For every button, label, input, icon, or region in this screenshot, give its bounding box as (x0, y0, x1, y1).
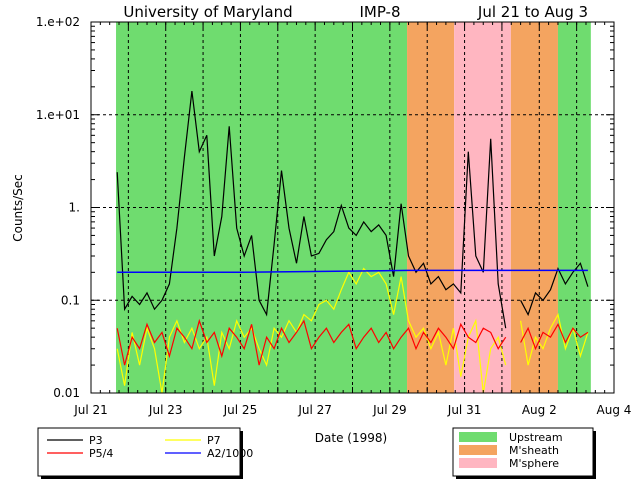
series-line-p7 (116, 267, 507, 394)
y-tick-label: 1.e+02 (36, 15, 80, 29)
series-line-p3 (520, 262, 589, 317)
y-tick-labels: 1.e+02 1.e+01 1. 0.1 0.01 (36, 15, 80, 400)
x-tick-label: Jul 25 (223, 403, 258, 417)
series-legend: P3 P7 P5/4 A2/1000 (37, 427, 253, 479)
x-tick-label: Jul 31 (447, 403, 482, 417)
y-tick-label: 1.e+01 (36, 108, 80, 122)
title-spacecraft: IMP-8 (359, 3, 400, 21)
legend-box (37, 427, 241, 477)
legend-label: P3 (89, 434, 103, 447)
x-axis-label: Date (1998) (315, 431, 387, 445)
y-tick-label: 0.01 (53, 386, 80, 400)
legend-label: P7 (207, 434, 221, 447)
x-tick-label: Jul 27 (297, 403, 332, 417)
x-tick-label: Aug 2 (522, 403, 557, 417)
y-axis-label: Counts/Sec (11, 174, 25, 242)
chart-title: University of Maryland IMP-8 Jul 21 to A… (123, 3, 588, 21)
region-legend-label: M'sheath (509, 444, 559, 457)
series-line-p54 (520, 322, 589, 351)
x-tick-label: Jul 29 (372, 403, 407, 417)
grid-lines (91, 22, 614, 393)
x-tick-label: Jul 21 (73, 403, 108, 417)
legend-label: A2/1000 (207, 447, 253, 460)
region-swatch-upstream (459, 432, 497, 442)
region-swatch-msphere (459, 458, 497, 468)
region-legend-label: Upstream (509, 431, 563, 444)
series-lines (116, 91, 589, 394)
series-line-p3 (116, 91, 507, 329)
region-bands (116, 22, 591, 393)
series-line-p54 (116, 318, 507, 366)
y-tick-label: 0.1 (61, 293, 80, 307)
axes (90, 21, 615, 394)
title-date-range: Jul 21 to Aug 3 (477, 3, 588, 21)
legend-label: P5/4 (89, 447, 113, 460)
series-line-p7 (520, 312, 589, 366)
region-swatch-msheath (459, 445, 497, 455)
y-tick-label: 1. (69, 201, 80, 215)
x-tick-labels: Jul 21 Jul 23 Jul 25 Jul 27 Jul 29 Jul 31 Aug … (73, 403, 631, 417)
x-tick-label: Aug 4 (597, 403, 632, 417)
x-tick-label: Jul 23 (148, 403, 183, 417)
region-legend-label: M'sphere (509, 457, 559, 470)
title-institution: University of Maryland (123, 3, 292, 21)
series-line-a21000 (117, 269, 588, 274)
